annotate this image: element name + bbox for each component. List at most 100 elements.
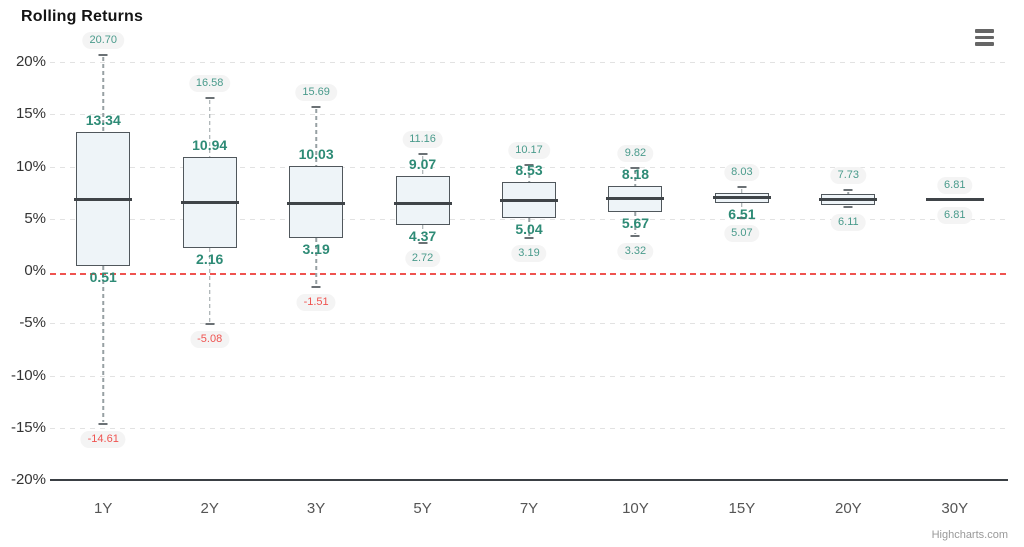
- x-axis-label-1y: 1Y: [94, 500, 113, 517]
- boxplot-median-10y[interactable]: [606, 197, 665, 201]
- datalabel-low: 5.07: [724, 225, 760, 243]
- whisker-stem-high: [528, 166, 530, 182]
- datalabel-low: -5.08: [190, 331, 230, 349]
- gridline: [50, 62, 1008, 63]
- x-axis-label-5y: 5Y: [413, 500, 432, 517]
- boxplot-median-5y[interactable]: [393, 202, 452, 206]
- whisker-cap-low: [205, 323, 215, 326]
- whisker-cap-low: [630, 235, 640, 238]
- datalabel-low: 6.11: [831, 214, 866, 232]
- datalabel-low: -14.61: [80, 430, 126, 448]
- datalabel-q1: 6.51: [728, 205, 756, 222]
- datalabel-high: 10.17: [508, 141, 550, 159]
- whisker-cap-low: [98, 422, 108, 425]
- whisker-stem-low: [847, 204, 850, 206]
- datalabel-high: 11.16: [402, 131, 443, 149]
- boxplot-median-30y[interactable]: [925, 198, 984, 202]
- zero-plot-line: [50, 273, 1008, 276]
- boxplot-median-20y[interactable]: [819, 197, 878, 201]
- gridline: [50, 427, 1008, 429]
- boxplot-median-15y[interactable]: [712, 196, 771, 200]
- datalabel-high: 6.81: [937, 176, 973, 194]
- y-axis-label: 15%: [15, 105, 46, 123]
- datalabel-q3: 13.34: [85, 111, 121, 128]
- boxplot-median-2y[interactable]: [180, 200, 239, 204]
- datalabel-q3: 10.03: [298, 146, 334, 163]
- whisker-cap-low: [843, 206, 853, 209]
- whisker-stem-low: [634, 211, 637, 235]
- whisker-stem-low: [528, 218, 530, 236]
- context-menu-button[interactable]: [970, 24, 998, 50]
- whisker-stem-low: [208, 248, 211, 323]
- whisker-cap-high: [524, 163, 534, 166]
- datalabel-q1: 0.51: [89, 268, 117, 285]
- whisker-cap-low: [418, 241, 428, 244]
- whisker-cap-low: [737, 217, 747, 220]
- whisker-stem-low: [741, 202, 743, 217]
- boxplot-median-7y[interactable]: [500, 199, 558, 203]
- datalabel-q1: 3.19: [302, 240, 330, 257]
- datalabel-q1: 4.37: [408, 228, 437, 245]
- whisker-cap-high: [98, 53, 108, 56]
- whisker-stem-low: [315, 237, 317, 285]
- whisker-cap-high: [737, 186, 747, 189]
- highcharts-credits-link[interactable]: Highcharts.com: [931, 529, 1008, 541]
- datalabel-q1: 5.67: [621, 214, 650, 231]
- y-axis-label: 5%: [24, 209, 46, 227]
- whisker-cap-low: [524, 236, 534, 239]
- datalabel-low: -1.51: [296, 293, 336, 311]
- datalabel-low: 6.81: [937, 206, 973, 224]
- datalabel-high: 16.58: [188, 74, 231, 92]
- y-axis-label: -10%: [10, 366, 46, 384]
- x-axis-label-2y: 2Y: [200, 500, 219, 517]
- y-axis-label: 20%: [15, 53, 46, 70]
- datalabel-high: 20.70: [82, 31, 124, 49]
- datalabel-high: 9.82: [617, 145, 654, 163]
- datalabel-q1: 2.16: [196, 251, 224, 268]
- datalabel-low: 2.72: [404, 249, 441, 267]
- x-axis-line: [50, 479, 1008, 481]
- x-axis-label-20y: 20Y: [834, 500, 862, 517]
- datalabel-low: 3.32: [617, 243, 654, 261]
- datalabel-q3: 9.07: [408, 156, 437, 173]
- boxplot-median-3y[interactable]: [287, 201, 346, 205]
- y-axis-label: -5%: [19, 314, 46, 332]
- whisker-stem-high: [315, 109, 317, 167]
- whisker-stem-high: [634, 170, 637, 186]
- y-axis-label: 10%: [15, 157, 46, 175]
- y-axis-label: 0%: [24, 262, 46, 279]
- whisker-cap-high: [630, 167, 640, 170]
- boxplot-median-1y[interactable]: [74, 197, 133, 201]
- whisker-cap-high: [205, 96, 215, 99]
- whisker-cap-high: [843, 189, 853, 192]
- gridline: [50, 323, 1008, 325]
- whisker-cap-high: [311, 106, 321, 109]
- x-axis-label-10y: 10Y: [622, 500, 649, 517]
- boxplot-box-5y[interactable]: [395, 176, 450, 226]
- hamburger-icon: [972, 29, 996, 46]
- whisker-stem-high: [421, 156, 424, 177]
- whisker-stem-low: [102, 265, 104, 422]
- whisker-cap-high: [418, 153, 428, 156]
- datalabel-low: 3.19: [511, 244, 547, 262]
- gridline: [50, 114, 1008, 116]
- whisker-stem-high: [741, 189, 743, 194]
- y-axis-label: -15%: [10, 418, 46, 436]
- datalabel-q1: 5.04: [515, 221, 543, 238]
- whisker-stem-low: [421, 225, 424, 241]
- datalabel-high: 8.03: [724, 164, 760, 182]
- x-axis-label-30y: 30Y: [941, 500, 969, 517]
- datalabel-q3: 8.53: [515, 161, 543, 178]
- datalabel-q3: 10.94: [192, 136, 228, 153]
- datalabel-q3: 8.18: [621, 165, 650, 182]
- x-axis-label-15y: 15Y: [728, 500, 756, 517]
- x-axis-label-7y: 7Y: [519, 500, 539, 517]
- gridline: [50, 375, 1008, 377]
- whisker-stem-high: [102, 56, 104, 132]
- y-axis-label: -20%: [10, 471, 46, 488]
- datalabel-high: 7.73: [830, 167, 867, 185]
- chart-title: Rolling Returns: [21, 8, 144, 25]
- whisker-stem-high: [847, 192, 850, 195]
